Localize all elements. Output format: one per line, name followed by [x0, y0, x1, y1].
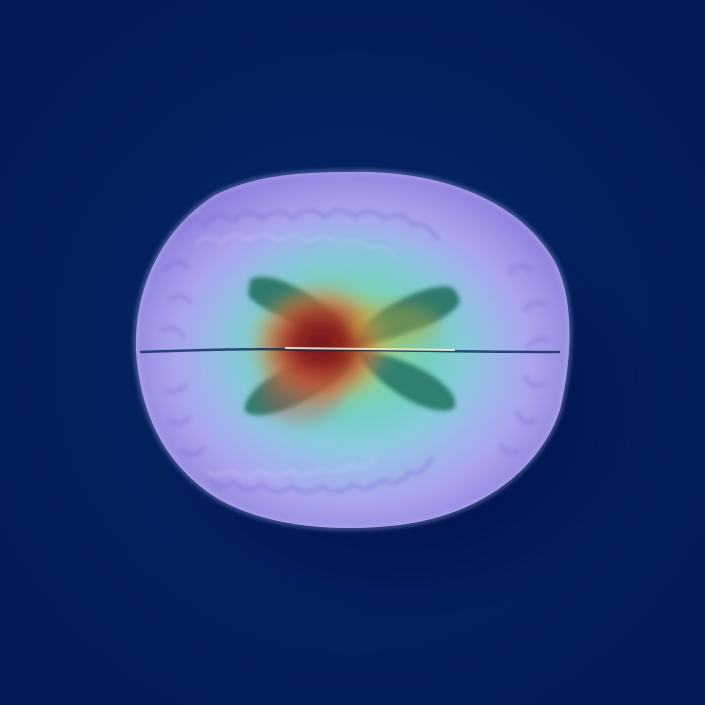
brain-slice — [134, 170, 571, 530]
midline — [139, 347, 561, 354]
